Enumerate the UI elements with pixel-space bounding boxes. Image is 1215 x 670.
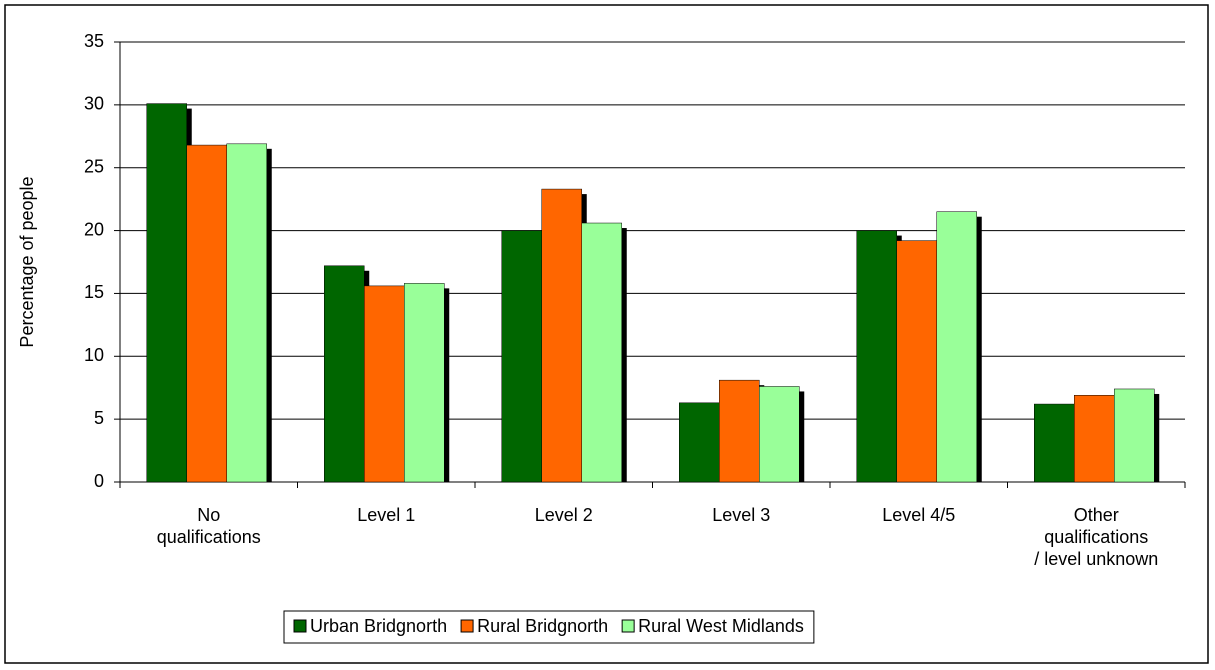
bar: [679, 402, 720, 483]
x-tick-label: Other qualifications / level unknown: [1034, 505, 1158, 569]
legend-box: [283, 610, 815, 644]
y-axis-label: Percentage of people: [17, 176, 37, 347]
legend-label: Urban Bridgnorth: [310, 616, 447, 636]
y-tick-label: 35: [84, 31, 104, 51]
y-tick-label: 10: [84, 345, 104, 365]
bar: [581, 222, 622, 483]
legend: Urban Bridgnorth Rural Bridgnorth Rural We…: [293, 616, 804, 636]
bar: [936, 211, 977, 483]
x-tick-label: Level 4/5: [882, 505, 955, 525]
bar: [364, 285, 405, 483]
bar: [719, 379, 760, 483]
x-tick-label: Level 3: [712, 505, 770, 525]
bar: [186, 144, 227, 483]
y-tick-label: 15: [84, 282, 104, 302]
y-tick-label: 5: [94, 408, 104, 428]
bar: [146, 103, 187, 483]
y-tick-label: 25: [84, 156, 104, 176]
bar: [226, 143, 267, 483]
x-tick-label: No qualifications: [157, 505, 261, 547]
bar: [1034, 403, 1075, 483]
legend-swatch: [621, 619, 635, 633]
legend-label: Rural West Midlands: [638, 616, 804, 636]
bar: [501, 230, 542, 483]
x-tick-label: Level 2: [535, 505, 593, 525]
y-tick-label: 20: [84, 219, 104, 239]
bar: [404, 283, 445, 483]
bar: [1114, 388, 1155, 483]
x-tick-label: Level 1: [357, 505, 415, 525]
bar: [324, 265, 365, 483]
y-tick-label: 0: [94, 471, 104, 491]
legend-label: Rural Bridgnorth: [477, 616, 608, 636]
bar: [541, 188, 582, 483]
y-tick-label: 30: [84, 94, 104, 114]
bar: [896, 240, 937, 483]
legend-swatch: [460, 619, 474, 633]
bar: [1074, 395, 1115, 483]
bar: [856, 230, 897, 483]
bar: [759, 386, 800, 483]
legend-swatch: [293, 619, 307, 633]
